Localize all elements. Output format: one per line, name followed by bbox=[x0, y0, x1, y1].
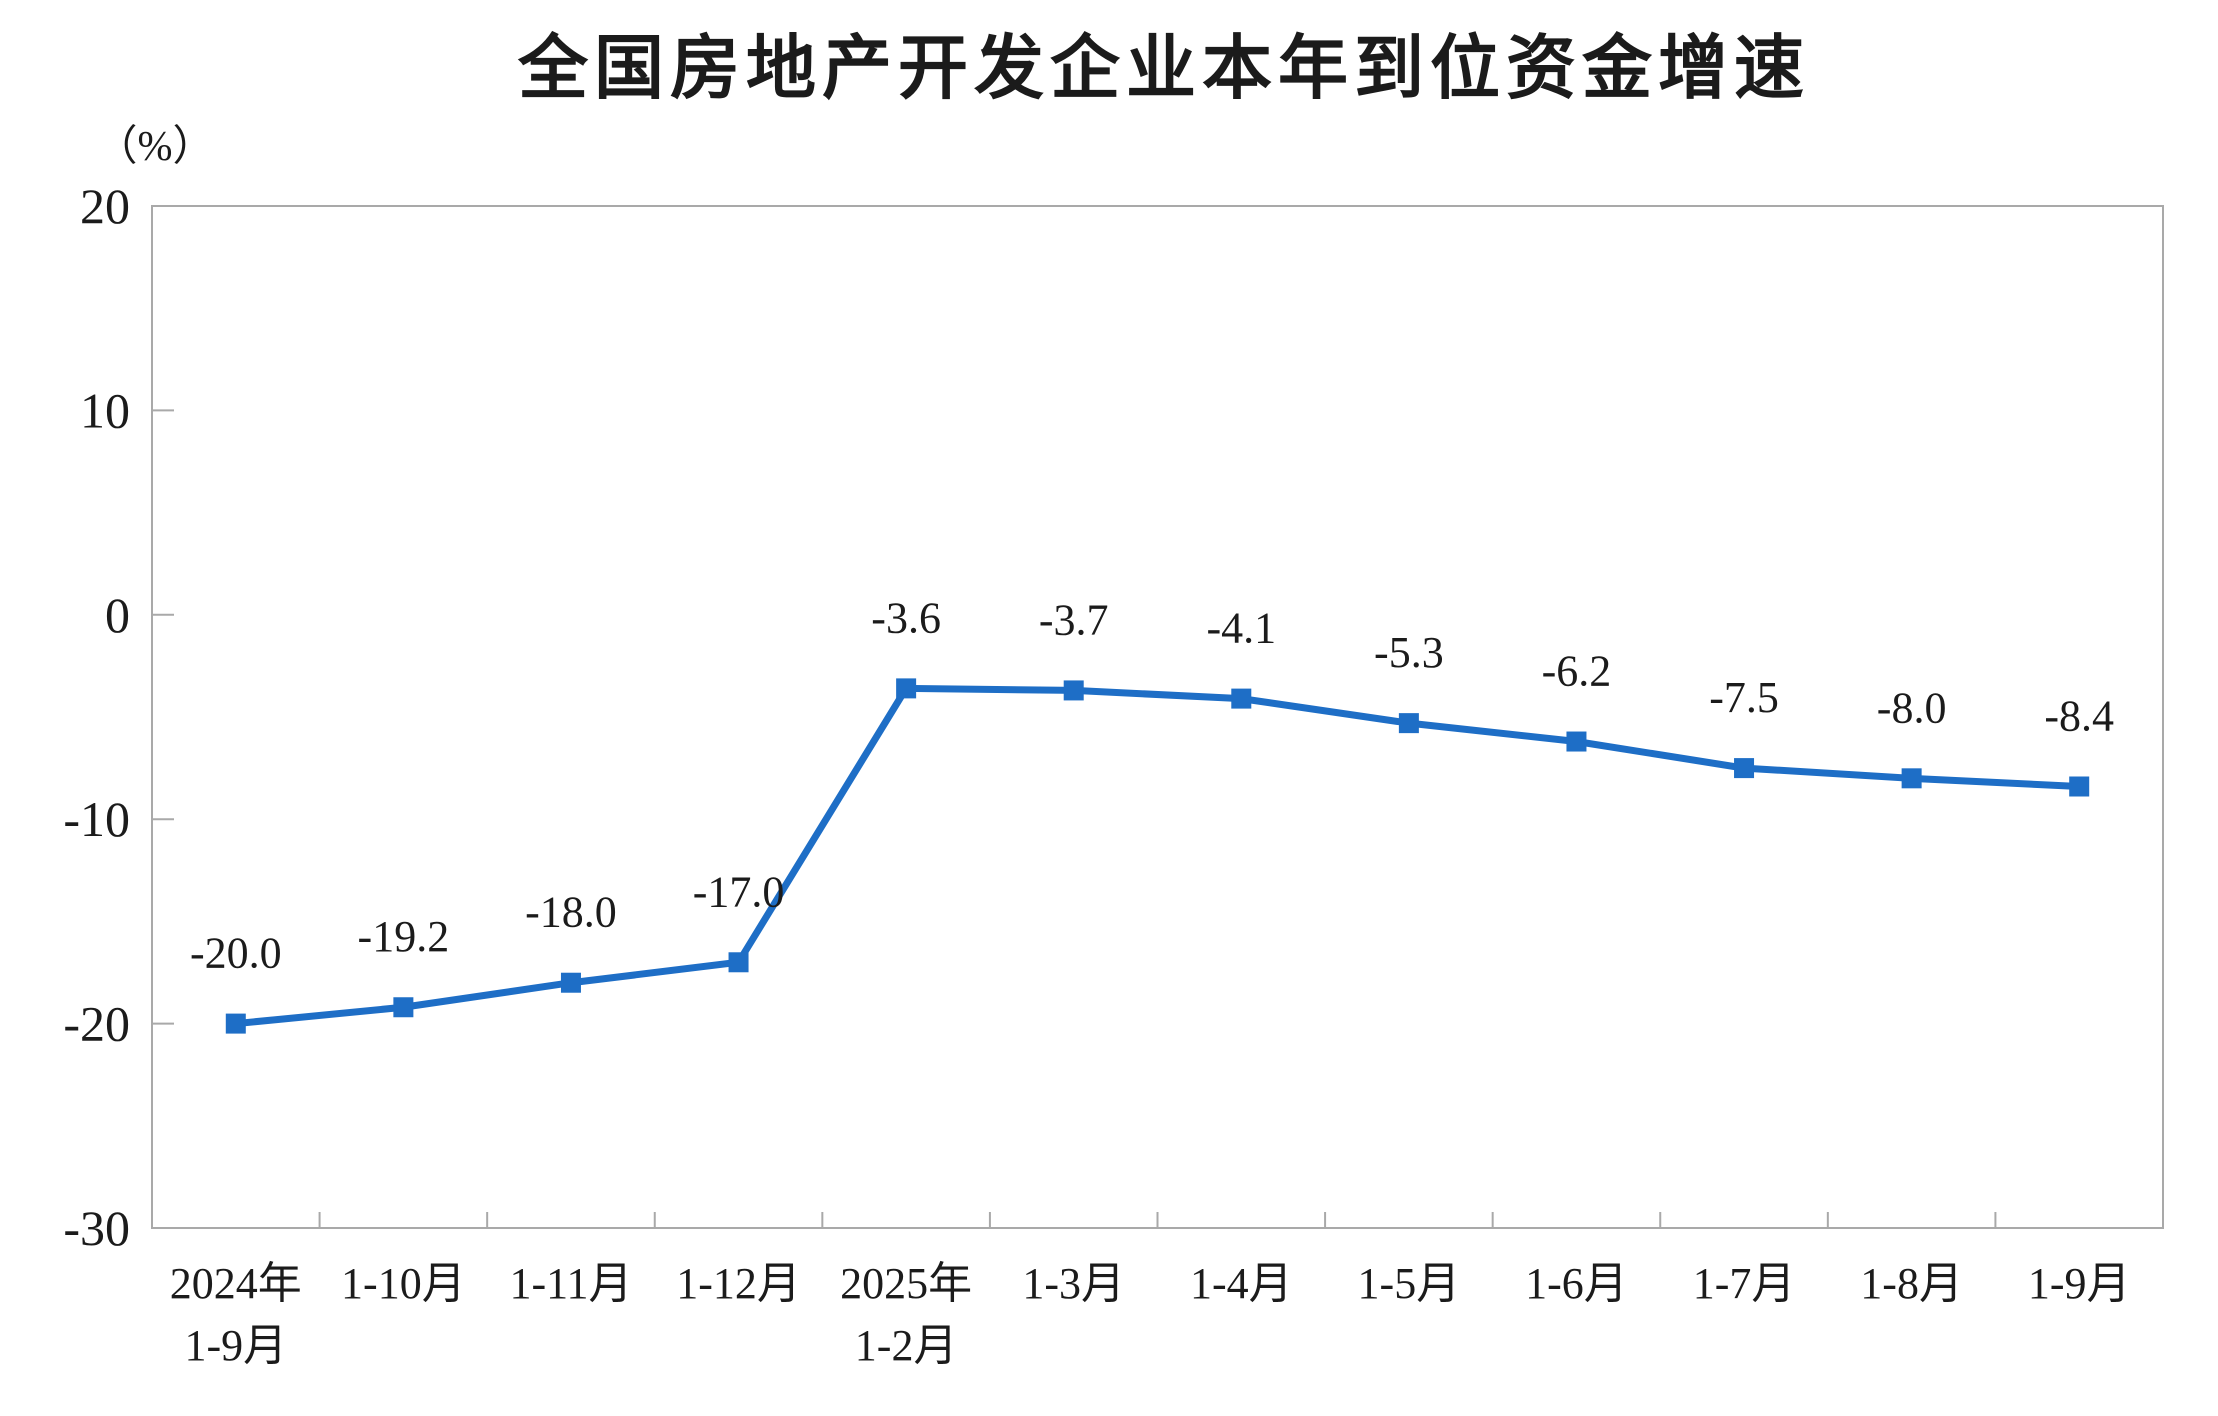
x-tick-label: 1-7月 bbox=[1693, 1259, 1796, 1308]
data-point-marker bbox=[728, 952, 749, 973]
x-tick-label: 1-8月 bbox=[1860, 1259, 1963, 1308]
x-tick-label: 1-9月 bbox=[184, 1321, 287, 1370]
data-point-label: -4.1 bbox=[1206, 604, 1276, 653]
data-point-label: -3.6 bbox=[871, 593, 941, 642]
axes-layer bbox=[151, 205, 2164, 1229]
x-tick-label: 1-10月 bbox=[341, 1259, 466, 1308]
plot-border bbox=[151, 205, 2164, 1229]
y-tick-label: 10 bbox=[80, 382, 130, 438]
data-point-marker bbox=[896, 678, 917, 699]
data-point-marker bbox=[225, 1013, 246, 1034]
x-tick-label: 2025年 bbox=[840, 1259, 972, 1308]
data-point-label: -8.0 bbox=[1877, 683, 1947, 732]
axis-labels-layer: 20 10 0 -10 -20 -30 2024年 1-9月 1-10月 1-11月 1-12月 20… bbox=[63, 178, 2130, 1370]
x-tick-label: 2024年 bbox=[170, 1259, 302, 1308]
y-tick-label: -20 bbox=[63, 996, 130, 1052]
data-point-marker bbox=[1231, 688, 1252, 709]
data-point-marker bbox=[1734, 758, 1755, 779]
chart-title: 全国房地产开发企业本年到位资金增速 bbox=[517, 29, 1810, 107]
data-point-label: -18.0 bbox=[525, 888, 617, 937]
x-tick-label: 1-2月 bbox=[855, 1321, 958, 1370]
y-tick-label: -30 bbox=[63, 1200, 130, 1256]
data-point-label: -20.0 bbox=[190, 929, 282, 978]
y-axis-unit-label: （%） bbox=[96, 124, 215, 170]
data-point-label: -7.5 bbox=[1709, 673, 1779, 722]
data-point-marker bbox=[1566, 731, 1587, 752]
data-point-marker bbox=[1063, 680, 1084, 701]
data-series-layer: -20.0 -19.2 -18.0 -17.0 -3.6 -3.7 -4.1 -5.3 -6.2… bbox=[190, 593, 2114, 1034]
x-tick-label: 1-5月 bbox=[1358, 1259, 1461, 1308]
x-tick-label: 1-9月 bbox=[2028, 1259, 2131, 1308]
y-tick-label: 20 bbox=[80, 178, 130, 234]
data-point-label: -17.0 bbox=[693, 867, 785, 916]
data-point-marker bbox=[1398, 713, 1419, 734]
x-tick-label: 1-11月 bbox=[509, 1259, 632, 1308]
data-point-marker bbox=[560, 972, 581, 993]
data-point-marker bbox=[2069, 776, 2090, 797]
data-point-marker bbox=[1901, 768, 1922, 789]
y-tick-label: -10 bbox=[63, 791, 130, 847]
x-tick-label: 1-6月 bbox=[1525, 1259, 1628, 1308]
data-point-label: -6.2 bbox=[1542, 647, 1612, 696]
data-point-marker bbox=[393, 997, 414, 1018]
x-tick-label: 1-4月 bbox=[1190, 1259, 1293, 1308]
x-tick-label: 1-12月 bbox=[676, 1259, 801, 1308]
data-point-label: -5.3 bbox=[1374, 628, 1444, 677]
data-point-label: -3.7 bbox=[1039, 595, 1109, 644]
data-point-label: -8.4 bbox=[2044, 691, 2114, 740]
y-tick-label: 0 bbox=[105, 587, 130, 643]
data-line bbox=[235, 684, 2080, 1028]
data-point-label: -19.2 bbox=[358, 912, 450, 961]
x-tick-label: 1-3月 bbox=[1022, 1259, 1125, 1308]
